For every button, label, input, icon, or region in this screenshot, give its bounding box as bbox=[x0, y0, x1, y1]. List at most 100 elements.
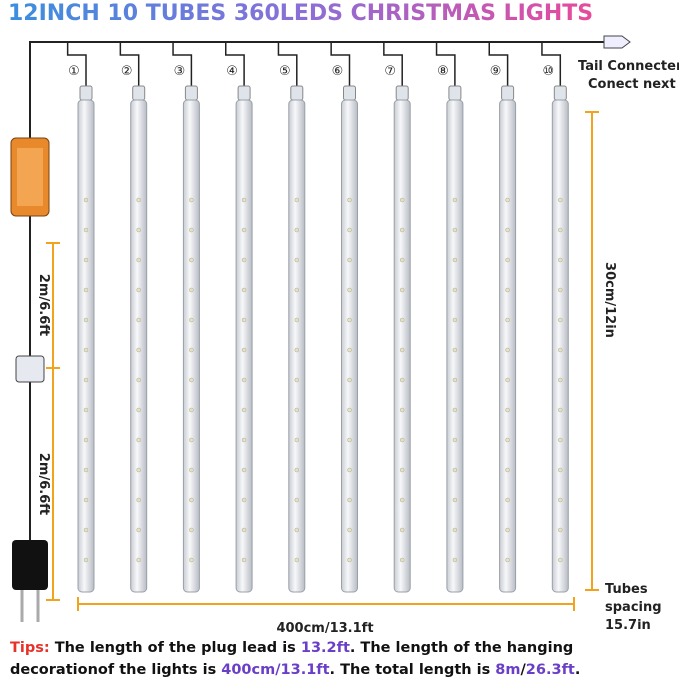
tube bbox=[551, 99, 569, 593]
tips-segment: / bbox=[521, 662, 527, 678]
led bbox=[505, 497, 510, 503]
led bbox=[83, 347, 89, 353]
led bbox=[505, 527, 510, 533]
led bbox=[294, 377, 300, 383]
led bbox=[505, 287, 510, 293]
tips-segment: The length of the plug lead is bbox=[50, 640, 301, 656]
led bbox=[452, 377, 458, 383]
led bbox=[241, 347, 247, 353]
tips-segment: decorationof the lights is bbox=[10, 662, 221, 678]
led bbox=[347, 197, 352, 203]
led bbox=[241, 227, 247, 233]
led bbox=[347, 407, 352, 413]
led bbox=[189, 467, 194, 473]
led bbox=[505, 437, 510, 443]
tube-cap bbox=[448, 85, 462, 101]
led bbox=[136, 497, 141, 503]
led bbox=[452, 257, 458, 263]
led bbox=[399, 497, 405, 503]
tips-segment: 13.2ft bbox=[301, 640, 350, 656]
led bbox=[136, 557, 141, 563]
drop-wire bbox=[172, 42, 193, 88]
led bbox=[452, 557, 458, 563]
led bbox=[452, 287, 458, 293]
led bbox=[136, 197, 141, 203]
led bbox=[189, 257, 194, 263]
tube-number: ⑦ bbox=[384, 64, 396, 79]
title: 12INCH 10 TUBES 360LEDS CHRISTMAS LIGHTS bbox=[8, 1, 593, 26]
led bbox=[505, 257, 510, 263]
tube bbox=[77, 99, 95, 593]
drop-wire bbox=[330, 42, 351, 88]
led bbox=[399, 317, 405, 323]
led bbox=[83, 437, 89, 443]
led bbox=[505, 407, 510, 413]
led bbox=[189, 347, 194, 353]
led bbox=[294, 407, 300, 413]
led bbox=[399, 527, 405, 533]
dimension-lines bbox=[46, 111, 599, 611]
led bbox=[505, 557, 510, 563]
tube-cap bbox=[501, 85, 515, 101]
led bbox=[347, 257, 352, 263]
spacing-label: Tubes bbox=[605, 582, 648, 597]
plug-prongs bbox=[20, 590, 40, 622]
led bbox=[399, 407, 405, 413]
tube-number: ⑧ bbox=[437, 64, 449, 79]
led bbox=[452, 197, 458, 203]
tube bbox=[446, 99, 464, 593]
led bbox=[558, 227, 563, 233]
drop-wire bbox=[277, 42, 298, 88]
led bbox=[136, 347, 141, 353]
tips-segment: 8m bbox=[495, 662, 520, 678]
led bbox=[558, 377, 563, 383]
connector bbox=[15, 355, 45, 383]
tips-segment: 26.3ft bbox=[526, 662, 575, 678]
led bbox=[189, 197, 194, 203]
led bbox=[347, 347, 352, 353]
led bbox=[505, 467, 510, 473]
led bbox=[136, 407, 141, 413]
tube bbox=[182, 99, 200, 593]
led bbox=[136, 377, 141, 383]
led bbox=[294, 197, 300, 203]
led bbox=[241, 317, 247, 323]
led bbox=[558, 437, 563, 443]
drop-wire bbox=[225, 42, 245, 88]
led bbox=[241, 287, 247, 293]
tube-cap bbox=[237, 85, 251, 101]
led bbox=[189, 437, 194, 443]
cord bbox=[29, 41, 608, 560]
led bbox=[558, 287, 563, 293]
plug bbox=[12, 540, 48, 590]
tail-label: Conect next bbox=[588, 77, 676, 92]
led bbox=[189, 557, 194, 563]
led bbox=[452, 527, 458, 533]
tube-cap bbox=[553, 85, 567, 101]
led bbox=[294, 317, 300, 323]
led bbox=[189, 377, 194, 383]
led bbox=[558, 407, 563, 413]
led bbox=[452, 407, 458, 413]
tube-cap bbox=[343, 85, 356, 101]
drop-wire bbox=[383, 42, 403, 88]
led bbox=[347, 317, 352, 323]
led bbox=[558, 467, 563, 473]
tube-cap bbox=[290, 85, 304, 101]
led bbox=[399, 377, 405, 383]
tips-line: Tips: The length of the plug lead is 13.… bbox=[10, 640, 573, 656]
tips: Tips: The length of the plug lead is 13.… bbox=[10, 640, 580, 678]
drop-wire bbox=[66, 42, 87, 88]
led bbox=[558, 197, 563, 203]
lead-label: 2m/6.6ft bbox=[36, 274, 51, 336]
led bbox=[241, 437, 247, 443]
led bbox=[136, 467, 141, 473]
led bbox=[399, 437, 405, 443]
led bbox=[558, 557, 563, 563]
tube-number: ③ bbox=[174, 64, 186, 79]
led bbox=[189, 317, 194, 323]
led bbox=[399, 257, 405, 263]
tube bbox=[235, 99, 253, 593]
led bbox=[294, 227, 300, 233]
